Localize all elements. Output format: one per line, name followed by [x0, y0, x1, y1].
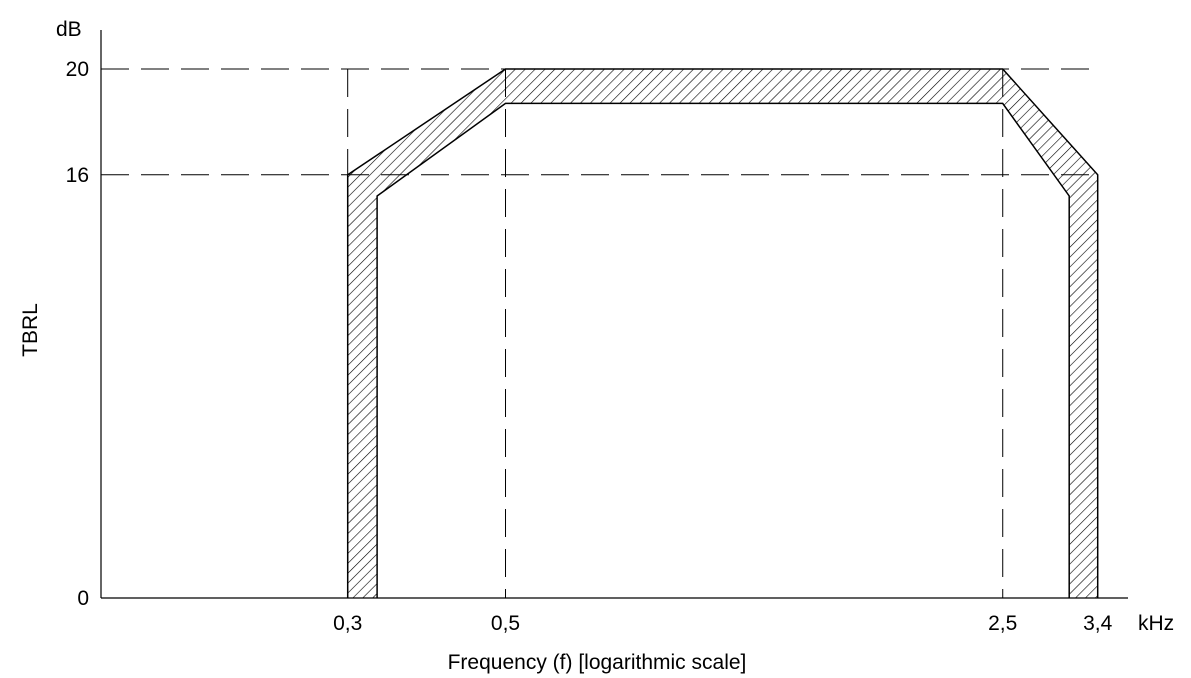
x-tick-label-0_3: 0,3 [333, 612, 362, 635]
y-axis-title: TBRL [19, 303, 42, 357]
y-tick-label-16: 16 [66, 164, 89, 187]
mask-outline [346, 68, 1099, 598]
y-tick-label-0: 0 [77, 587, 89, 610]
x-axis-title: Frequency (f) [logarithmic scale] [448, 651, 747, 674]
x-tick-labels: 0,3 0,5 2,5 3,4 [333, 612, 1113, 635]
mask-band [347, 69, 1098, 598]
y-tick-labels: 0 16 20 [66, 58, 89, 610]
x-tick-label-0_5: 0,5 [491, 612, 520, 635]
y-tick-label-20: 20 [66, 58, 89, 81]
guide-lines [101, 68, 1098, 598]
y-unit-label: dB [56, 18, 82, 41]
x-tick-label-2_5: 2,5 [988, 612, 1017, 635]
x-unit-label: kHz [1138, 612, 1174, 635]
x-tick-label-3_4: 3,4 [1083, 612, 1113, 635]
